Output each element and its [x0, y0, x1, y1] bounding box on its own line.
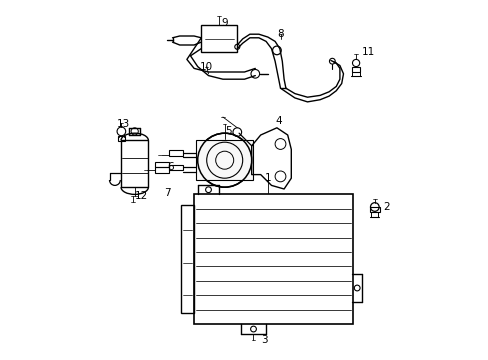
Text: 1: 1	[264, 173, 271, 183]
Text: 5: 5	[224, 126, 231, 136]
Bar	[154, 167, 168, 173]
Text: 2: 2	[383, 202, 389, 212]
Bar	[118, 136, 125, 141]
Text: 10: 10	[200, 62, 213, 72]
Bar	[181, 205, 194, 313]
Bar	[154, 162, 168, 167]
Text: 8: 8	[277, 29, 283, 39]
Text: 13: 13	[117, 119, 130, 129]
Bar	[351, 67, 360, 72]
Text: 6: 6	[167, 162, 174, 172]
Text: 7: 7	[163, 188, 170, 198]
Circle shape	[234, 44, 239, 49]
Text: 12: 12	[135, 191, 148, 201]
Text: 3: 3	[261, 335, 267, 345]
Bar	[369, 207, 379, 212]
Bar	[196, 140, 253, 180]
Bar	[168, 165, 183, 170]
Bar	[194, 194, 352, 324]
Bar	[121, 140, 148, 187]
Bar	[168, 150, 183, 156]
Text: 11: 11	[361, 47, 375, 57]
Text: 9: 9	[221, 18, 227, 28]
Bar	[201, 25, 237, 52]
Text: 4: 4	[275, 116, 282, 126]
